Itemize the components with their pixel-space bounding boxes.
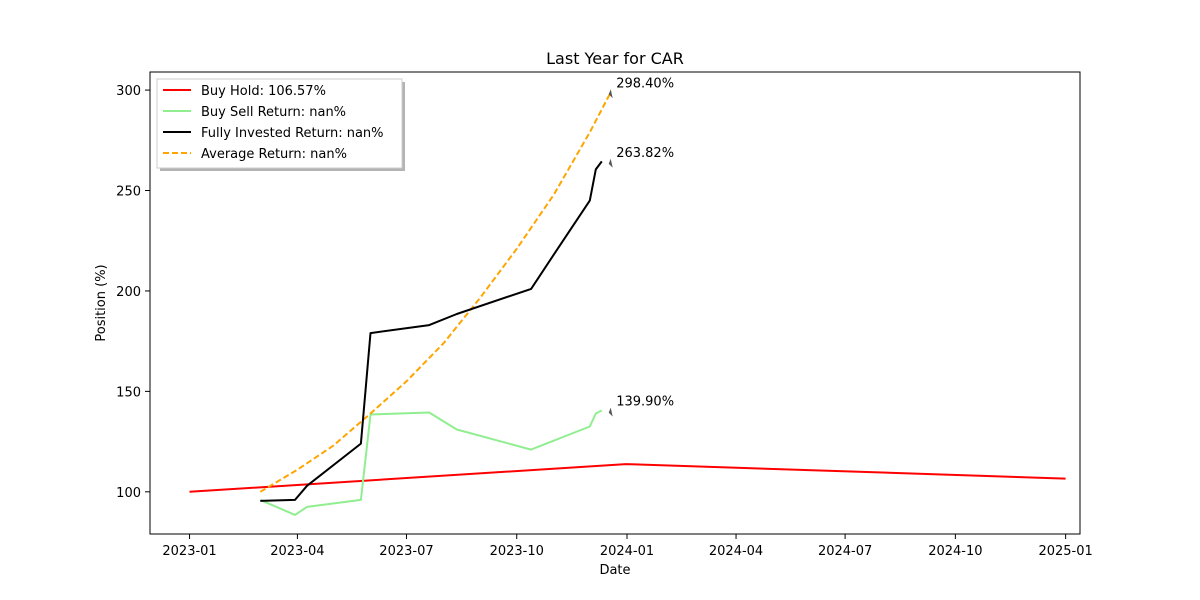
x-axis: 2023-01 2023-04 2023-07 2023-10 2024-01 2024-… [162, 534, 1093, 559]
annotation-label: 263.82% [616, 146, 674, 161]
y-tick-label: 250 [116, 185, 141, 200]
series-line-buy-sell-return [259, 409, 603, 516]
x-tick-label: 2023-01 [162, 544, 216, 559]
plot-area [189, 92, 1066, 516]
legend-label: Average Return: nan% [201, 147, 347, 162]
annotation-label: 298.40% [616, 76, 674, 91]
axes-frame [149, 71, 1081, 535]
x-tick-label: 2024-01 [600, 544, 654, 559]
y-axis: 100 150 200 250 300 [116, 84, 150, 501]
legend-label: Buy Hold: 106.57% [201, 84, 326, 99]
legend: Buy Hold: 106.57% Buy Sell Return: nan% Fu… [156, 78, 405, 171]
legend-label: Buy Sell Return: nan% [201, 105, 346, 120]
legend-label: Fully Invested Return: nan% [201, 126, 384, 141]
series-line-fully-invested-return [260, 160, 603, 502]
y-tick-label: 150 [116, 385, 141, 400]
annotation-label: 139.90% [616, 395, 674, 410]
x-tick-label: 2025-01 [1038, 544, 1092, 559]
x-tick-label: 2024-04 [709, 544, 763, 559]
x-tick-label: 2024-10 [928, 544, 982, 559]
x-tick-label: 2023-07 [379, 544, 433, 559]
series-line-average-return [259, 92, 612, 493]
x-tick-label: 2024-07 [818, 544, 872, 559]
x-tick-label: 2023-10 [490, 544, 544, 559]
y-tick-label: 300 [116, 84, 141, 99]
annotation-marker [608, 89, 613, 99]
annotation-marker [608, 158, 613, 168]
y-tick-label: 200 [116, 285, 141, 300]
chart-title: Last Year for CAR [546, 49, 684, 68]
annotations: 298.40% 263.82% 139.90% [608, 76, 674, 417]
series-line-buy-hold [189, 463, 1066, 493]
x-axis-label: Date [599, 563, 630, 578]
y-tick-label: 100 [116, 486, 141, 501]
y-axis-label: Position (%) [94, 264, 109, 341]
legend-box [156, 78, 403, 169]
x-tick-label: 2023-04 [270, 544, 324, 559]
annotation-marker [608, 407, 613, 417]
